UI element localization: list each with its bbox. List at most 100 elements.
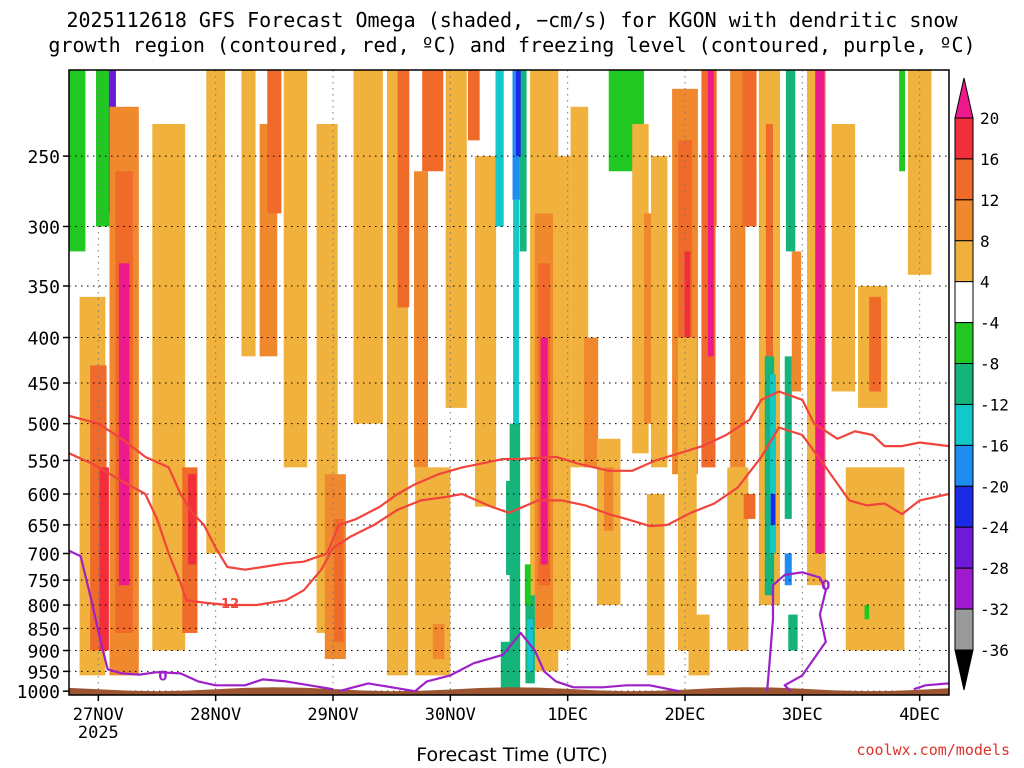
omega-cell: [604, 467, 614, 531]
x-tick-label: 30NOV: [425, 705, 476, 725]
x-tick-label: 1DEC: [547, 705, 588, 725]
omega-cell: [495, 70, 504, 227]
y-tick-label: 400: [27, 329, 60, 350]
y-tick-label: 250: [27, 147, 60, 168]
x-year-label: 2025: [78, 723, 119, 743]
omega-cell: [206, 70, 226, 554]
x-tick-label: 27NOV: [73, 705, 124, 725]
colorbar-tick-label: -24: [980, 518, 1009, 537]
colorbar-tick-label: 20: [980, 109, 999, 128]
omega-cell: [788, 614, 798, 651]
omega-cell: [899, 70, 905, 172]
colorbar-cap-top: [954, 77, 974, 119]
colorbar-tick-label: 12: [980, 191, 999, 210]
omega-cell: [99, 467, 109, 651]
x-tick-label: 29NOV: [307, 705, 358, 725]
omega-cell: [334, 518, 344, 642]
omega-cell: [643, 213, 656, 424]
colorbar-band: [954, 526, 974, 569]
y-tick-label: 550: [27, 451, 60, 472]
omega-cell: [506, 480, 512, 575]
omega-cell: [524, 564, 531, 606]
omega-cell: [869, 296, 881, 392]
omega-cell: [743, 494, 756, 519]
omega-cell: [553, 156, 571, 651]
colorbar-band: [954, 199, 974, 242]
omega-cell: [815, 70, 825, 554]
omega-cell: [188, 474, 197, 565]
colorbar-tick-label: 16: [980, 150, 999, 169]
colorbar-tick-label: -20: [980, 477, 1009, 496]
omega-cell: [730, 70, 746, 468]
y-tick-label: 1000: [17, 682, 60, 703]
omega-cell: [770, 374, 776, 554]
colorbar-tick-label: -8: [980, 355, 999, 374]
colorbar-band: [954, 240, 974, 283]
y-tick-label: 500: [27, 415, 60, 436]
omega-cell: [95, 70, 113, 227]
y-tick-label: 600: [27, 485, 60, 506]
y-tick-label: 950: [27, 662, 60, 683]
omega-cell: [688, 614, 710, 676]
omega-cell: [353, 70, 383, 424]
omega-cell: [707, 70, 714, 357]
colorbar-band: [954, 444, 974, 487]
colorbar-tick-label: 4: [980, 273, 990, 292]
freezing-level-contour-label: 0: [821, 579, 830, 594]
y-tick-label: 900: [27, 641, 60, 662]
colorbar-tick-label: -12: [980, 395, 1009, 414]
colorbar-band: [954, 281, 974, 324]
omega-cell: [770, 494, 776, 525]
omega-cell: [445, 70, 467, 408]
omega-cell: [500, 641, 511, 692]
x-tick-label: 2DEC: [665, 705, 706, 725]
freezing-level-contour: [338, 631, 680, 693]
omega-cell: [152, 123, 186, 651]
omega-cell: [474, 156, 497, 507]
colorbar-cap-bottom: [954, 649, 974, 691]
colorbar-band: [954, 363, 974, 405]
omega-cell: [467, 70, 480, 141]
x-tick-label: 28NOV: [190, 705, 241, 725]
y-tick-label: 450: [27, 374, 60, 395]
colorbar-band: [954, 403, 974, 446]
omega-cell: [727, 467, 749, 651]
omega-cell: [864, 605, 870, 620]
y-tick-label: 650: [27, 516, 60, 537]
colorbar-tick-label: 8: [980, 232, 990, 251]
omega-cell: [791, 251, 802, 392]
dgz-contour: [69, 390, 949, 571]
omega-cell: [765, 123, 773, 392]
omega-cell: [283, 70, 308, 468]
omega-cell: [397, 70, 410, 308]
y-tick-label: 800: [27, 596, 60, 617]
dgz-contour: [69, 426, 949, 607]
y-tick-label: 850: [27, 619, 60, 640]
freezing-level-contour: [69, 549, 334, 691]
y-tick-label: 350: [27, 277, 60, 298]
omega-cell: [785, 70, 796, 252]
omega-cell: [118, 263, 130, 586]
chart-title-line-1: 2025112618 GFS Forecast Omega (shaded, −…: [66, 8, 958, 32]
omega-cell: [540, 337, 548, 565]
omega-cell: [742, 70, 757, 227]
omega-cell: [422, 70, 444, 172]
colorbar-band: [954, 158, 974, 201]
omega-cell: [584, 337, 599, 468]
colorbar-band: [954, 322, 974, 365]
colorbar-band: [954, 485, 974, 528]
terrain-band: [69, 687, 949, 695]
omega-cell: [784, 553, 792, 586]
omega-cell: [831, 123, 856, 392]
colorbar-tick-label: -4: [980, 314, 999, 333]
omega-cell: [646, 494, 665, 676]
omega-cell: [267, 70, 282, 214]
omega-cell: [432, 623, 445, 659]
omega-cell: [509, 423, 521, 692]
y-tick-label: 750: [27, 571, 60, 592]
x-tick-label: 4DEC: [899, 705, 940, 725]
source-credit: coolwx.com/models: [856, 741, 1010, 759]
x-tick-label: 3DEC: [782, 705, 823, 725]
omega-cell: [241, 70, 256, 357]
